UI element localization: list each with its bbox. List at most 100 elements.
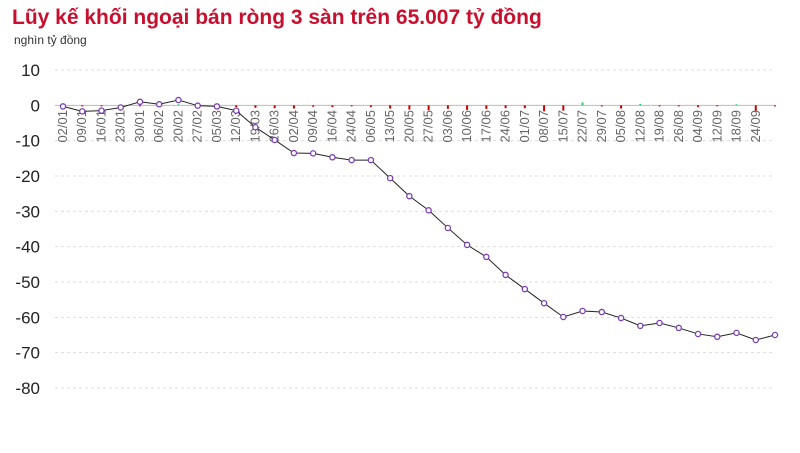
daily-net-bar xyxy=(292,105,295,109)
x-tick-label: 02/04 xyxy=(286,110,301,143)
data-point xyxy=(98,107,105,114)
y-tick-label: -80 xyxy=(15,379,40,398)
daily-net-bar xyxy=(466,105,469,110)
data-point xyxy=(367,156,375,164)
daily-net-bar xyxy=(138,105,141,107)
daily-net-bar xyxy=(485,105,488,109)
data-point xyxy=(309,150,317,157)
data-point xyxy=(694,330,702,338)
data-point xyxy=(521,285,529,293)
daily-net-bar xyxy=(312,105,315,107)
daily-net-bar xyxy=(350,105,353,107)
data-point xyxy=(733,329,740,337)
data-point xyxy=(771,331,779,339)
y-tick-label: -30 xyxy=(15,202,40,221)
data-point xyxy=(59,103,67,110)
x-tick-label: 24/04 xyxy=(344,110,359,143)
data-point xyxy=(463,241,471,249)
x-tick-label: 12/08 xyxy=(632,110,647,143)
x-tick-label: 03/06 xyxy=(440,110,455,143)
x-tick-label: 17/06 xyxy=(478,110,493,143)
daily-net-bar xyxy=(254,105,257,108)
data-point xyxy=(444,224,452,232)
x-tick-label: 26/08 xyxy=(671,110,686,143)
y-axis-unit-label: nghìn tỷ đồng xyxy=(14,33,87,47)
daily-net-bar xyxy=(369,105,372,108)
x-tick-label: 26/03 xyxy=(267,110,282,143)
daily-net-bar xyxy=(581,102,584,106)
daily-net-bar xyxy=(523,105,526,109)
data-point xyxy=(213,103,221,110)
x-tick-label: 12/03 xyxy=(228,110,243,143)
x-tick-label: 29/07 xyxy=(594,110,609,143)
daily-net-bar xyxy=(504,105,507,109)
daily-net-bar xyxy=(562,105,565,111)
y-tick-label: -10 xyxy=(15,132,40,151)
data-point xyxy=(560,313,567,321)
daily-net-bar xyxy=(543,105,546,112)
daily-net-bar xyxy=(735,104,738,106)
x-tick-label: 16/04 xyxy=(324,110,339,143)
x-tick-label: 19/08 xyxy=(652,110,667,143)
data-point xyxy=(175,96,182,104)
daily-net-bar xyxy=(427,105,430,111)
x-tick-label: 20/05 xyxy=(401,110,416,143)
y-tick-label: -20 xyxy=(15,167,40,186)
daily-net-bar xyxy=(774,105,776,107)
x-tick-label: 05/08 xyxy=(613,110,628,143)
data-point xyxy=(617,314,625,322)
y-tick-label: -40 xyxy=(15,238,40,257)
data-point xyxy=(579,307,586,315)
daily-net-bar xyxy=(697,105,700,108)
daily-net-bar xyxy=(446,105,449,109)
x-tick-label: 22/07 xyxy=(575,110,590,143)
x-tick-label: 30/01 xyxy=(132,110,147,143)
y-tick-label: -70 xyxy=(15,344,40,363)
x-tick-label: 08/07 xyxy=(536,110,551,143)
daily-net-bar xyxy=(639,103,642,106)
y-tick-label: 10 xyxy=(21,61,40,80)
x-tick-label: 04/09 xyxy=(690,110,705,143)
daily-net-bar xyxy=(235,105,238,108)
x-tick-label: 15/07 xyxy=(555,110,570,143)
daily-net-bar xyxy=(177,104,180,106)
data-point xyxy=(540,299,548,307)
daily-net-bar xyxy=(677,105,680,107)
x-tick-label: 10/06 xyxy=(459,110,474,143)
x-tick-label: 12/09 xyxy=(709,110,724,143)
x-tick-label: 27/05 xyxy=(421,110,436,143)
daily-net-bar xyxy=(600,105,603,107)
data-point xyxy=(252,123,259,131)
data-point xyxy=(232,107,240,114)
x-tick-label: 09/04 xyxy=(305,110,320,143)
y-tick-label: 0 xyxy=(31,96,40,115)
data-point xyxy=(425,207,432,214)
x-tick-label: 20/02 xyxy=(170,110,185,143)
chart-title: Lũy kế khối ngoại bán ròng 3 sàn trên 65… xyxy=(12,6,542,29)
data-point xyxy=(136,98,144,106)
x-tick-label: 27/02 xyxy=(190,110,205,143)
data-point xyxy=(271,136,278,144)
data-point xyxy=(598,308,606,316)
daily-net-bar xyxy=(331,105,334,108)
x-tick-label: 24/09 xyxy=(748,110,763,143)
x-tick-label: 18/09 xyxy=(729,110,744,143)
y-tick-label: -60 xyxy=(15,308,40,327)
x-tick-label: 02/01 xyxy=(55,110,70,143)
x-tick-label: 13/05 xyxy=(382,110,397,143)
x-tick-label: 24/06 xyxy=(498,110,513,143)
data-point xyxy=(675,324,683,332)
x-tick-label: 06/02 xyxy=(151,110,166,143)
x-tick-label: 09/01 xyxy=(74,110,89,143)
data-point xyxy=(502,271,509,279)
daily-net-bar xyxy=(81,105,84,107)
x-tick-label: 23/01 xyxy=(113,110,128,143)
data-point xyxy=(714,333,721,341)
daily-net-bar xyxy=(754,105,757,112)
x-tick-label: 01/07 xyxy=(517,110,532,143)
data-point xyxy=(329,154,336,161)
data-point xyxy=(637,322,644,330)
data-point xyxy=(656,319,663,327)
data-point xyxy=(386,174,394,182)
